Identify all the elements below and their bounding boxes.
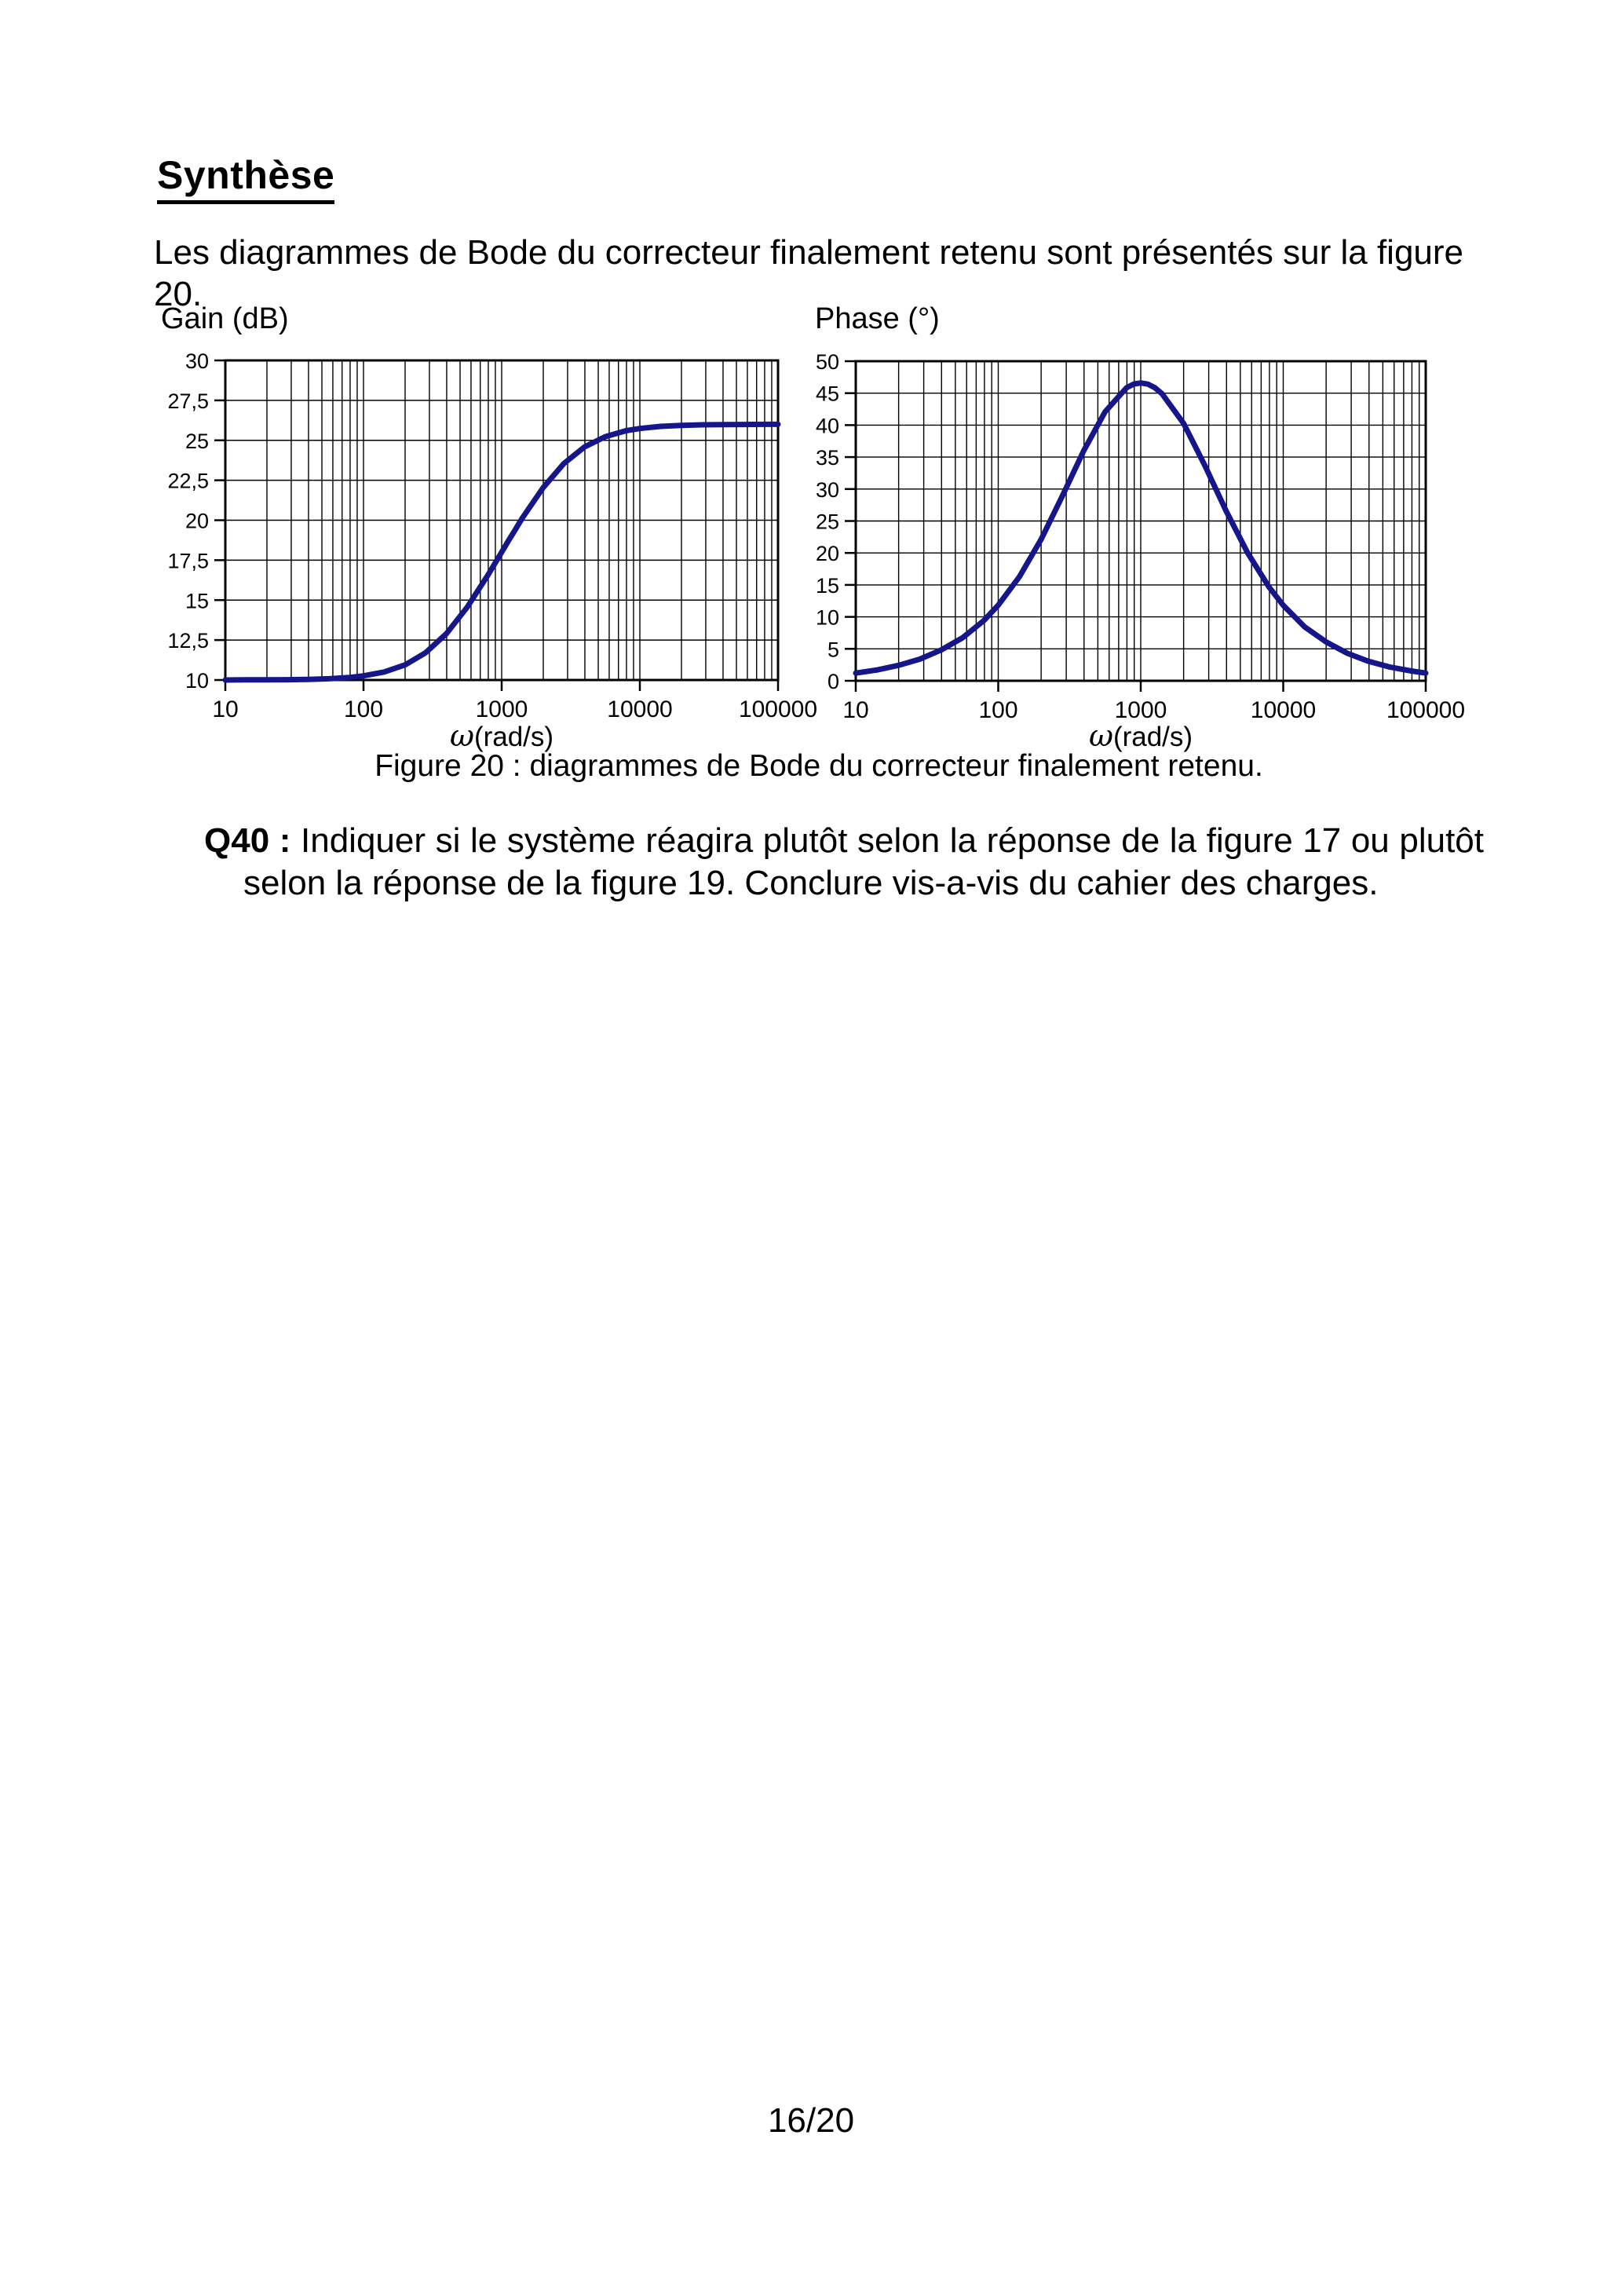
phase-axis-title: Phase (°) xyxy=(815,302,940,335)
svg-text:20: 20 xyxy=(185,510,209,533)
svg-text:12,5: 12,5 xyxy=(167,629,209,653)
page-title-text: Synthèse xyxy=(157,153,335,204)
svg-text:10: 10 xyxy=(212,696,238,722)
question-text: Indiquer si le système réagira plutôt se… xyxy=(243,821,1484,902)
gain-bode-chart: Gain (dB) 10 100 1000 10000 100000 30 27,5 25 22… xyxy=(149,301,840,755)
gain-x-axis-label: ω(rad/s) xyxy=(449,718,554,753)
svg-text:1000: 1000 xyxy=(476,696,528,722)
phase-x-axis-label: ω(rad/s) xyxy=(1088,718,1193,753)
page-number: 16/20 xyxy=(767,2101,855,2140)
question-q40: Q40 : Indiquer si le système réagira plu… xyxy=(154,820,1484,904)
svg-text:30: 30 xyxy=(185,349,209,373)
svg-text:27,5: 27,5 xyxy=(167,389,209,413)
svg-text:30: 30 xyxy=(816,478,839,502)
svg-text:15: 15 xyxy=(816,574,839,598)
svg-text:100000: 100000 xyxy=(739,696,817,722)
page-title: Synthèse xyxy=(157,152,335,204)
svg-text:40: 40 xyxy=(816,414,839,437)
svg-text:10: 10 xyxy=(185,669,209,693)
figure-caption: Figure 20 : diagrammes de Bode du correc… xyxy=(374,749,1263,783)
svg-text:10: 10 xyxy=(816,606,839,630)
svg-text:17,5: 17,5 xyxy=(167,549,209,572)
svg-text:100: 100 xyxy=(344,696,383,722)
svg-text:25: 25 xyxy=(816,510,839,534)
svg-text:5: 5 xyxy=(827,638,839,661)
svg-text:20: 20 xyxy=(816,542,839,565)
svg-text:15: 15 xyxy=(185,589,209,612)
svg-text:10000: 10000 xyxy=(1251,697,1316,723)
svg-text:10: 10 xyxy=(842,697,868,723)
svg-text:22,5: 22,5 xyxy=(167,470,209,493)
svg-text:50: 50 xyxy=(816,350,839,374)
svg-text:100: 100 xyxy=(978,697,1017,723)
gain-plot: 10 100 1000 10000 100000 30 27,5 25 22,5 20 17,5 15… xyxy=(167,349,817,722)
question-number: Q40 : xyxy=(204,821,291,860)
svg-text:0: 0 xyxy=(827,670,839,693)
svg-text:1000: 1000 xyxy=(1115,697,1167,723)
intro-paragraph: Les diagrammes de Bode du correcteur fin… xyxy=(154,233,1464,313)
gain-axis-title: Gain (dB) xyxy=(161,302,289,335)
svg-text:45: 45 xyxy=(816,382,839,406)
svg-text:35: 35 xyxy=(816,446,839,470)
svg-text:10000: 10000 xyxy=(607,696,672,722)
phase-bode-chart: Phase (°) 10 100 1000 10000 100000 50 45 40 35 30… xyxy=(785,301,1484,755)
svg-text:100000: 100000 xyxy=(1386,697,1465,723)
svg-text:25: 25 xyxy=(185,430,209,453)
